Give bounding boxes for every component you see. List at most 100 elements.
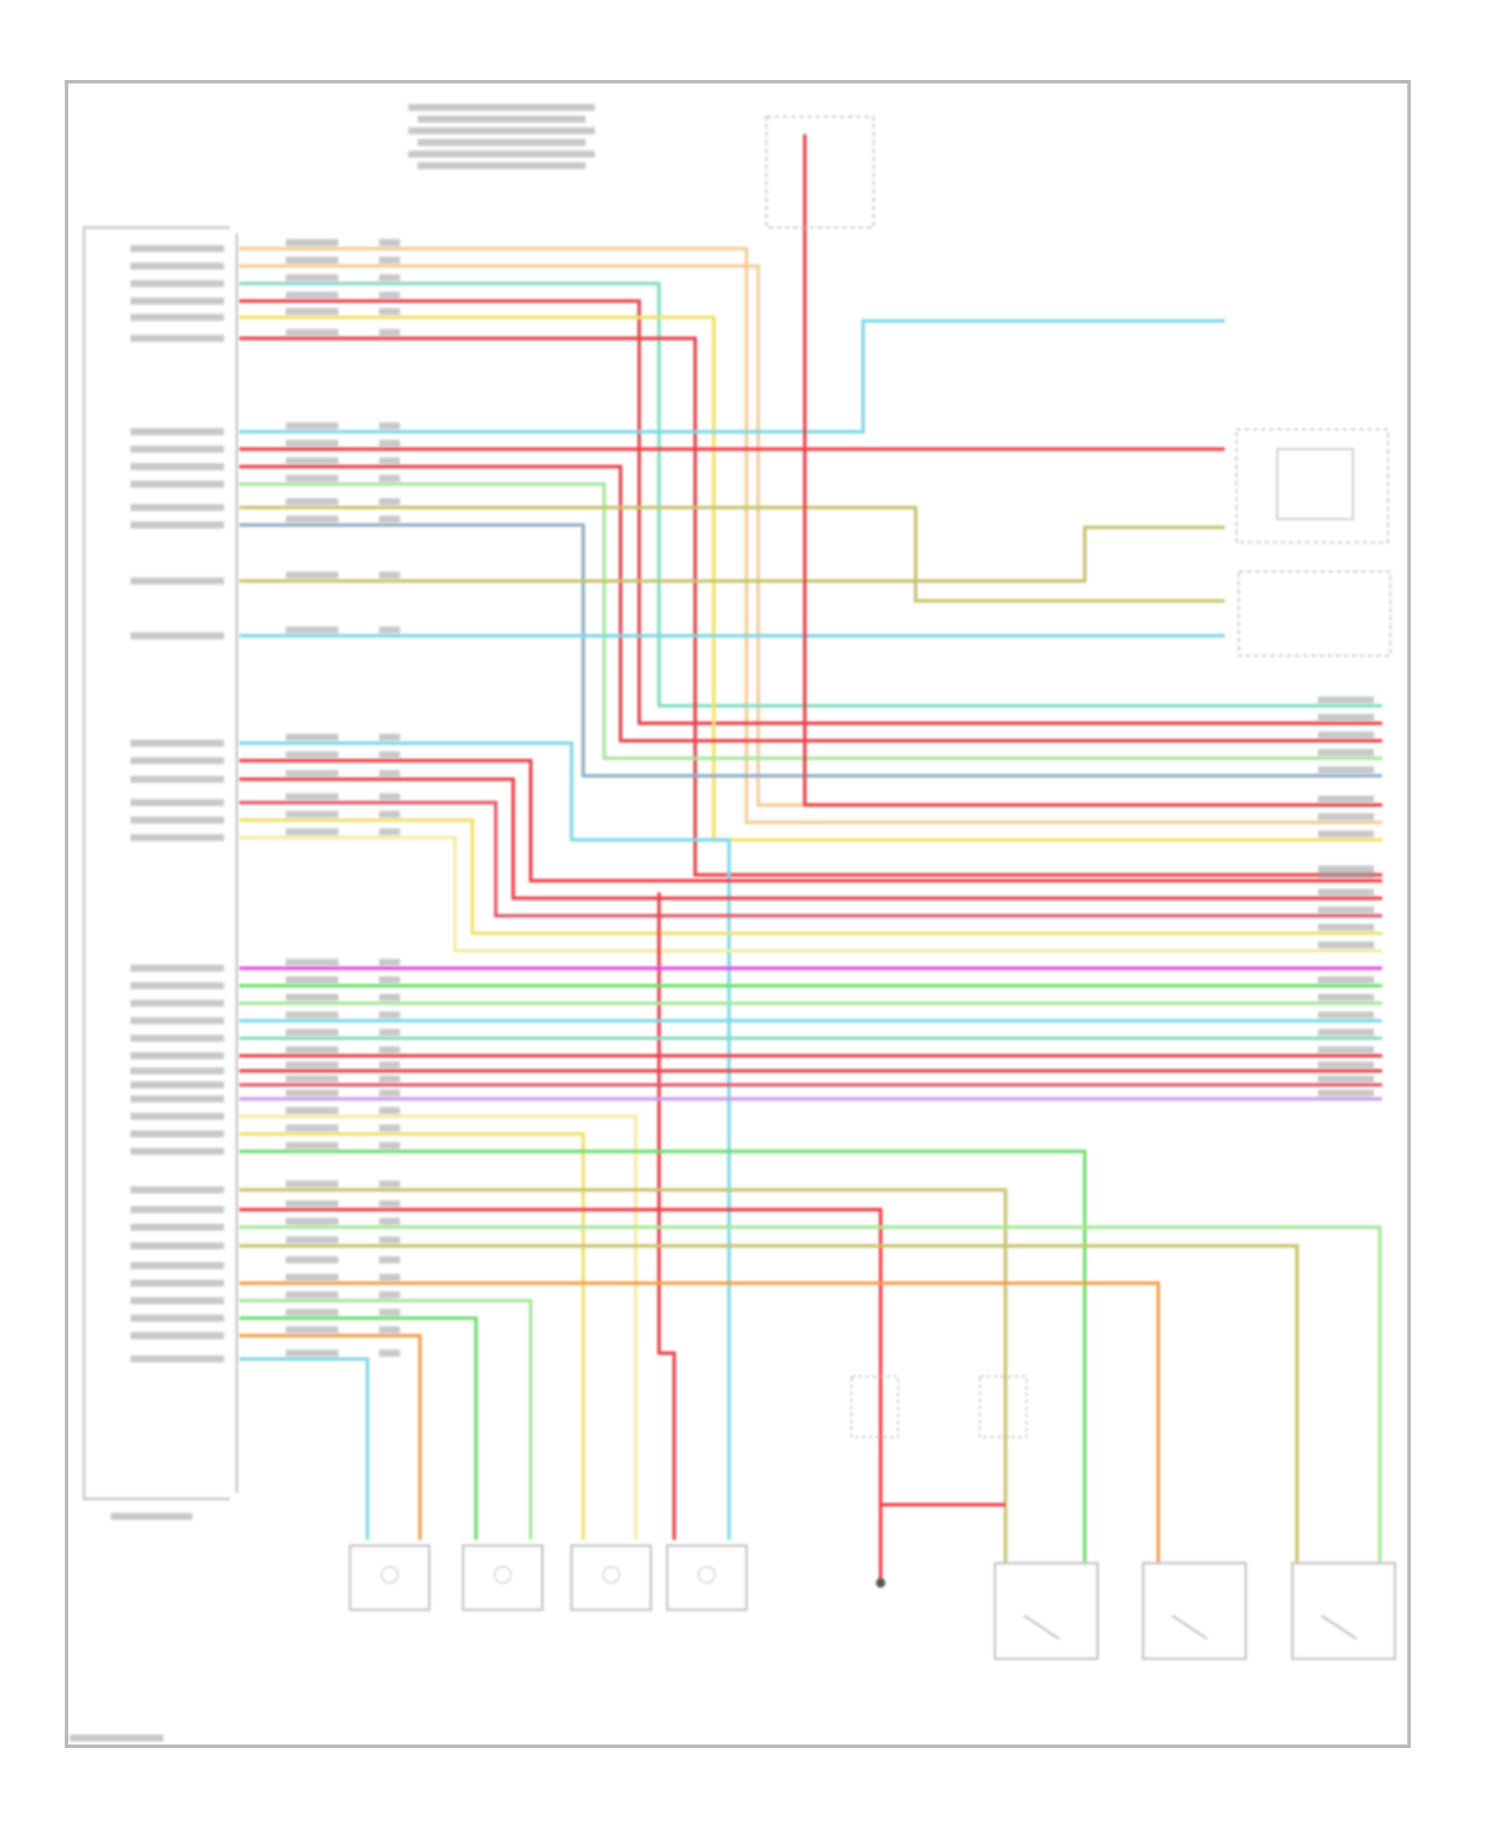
pin-function-label <box>130 964 224 972</box>
relay-1 <box>850 1375 900 1439</box>
circuit-number-label <box>379 1291 401 1299</box>
wire-color-label <box>285 626 339 634</box>
wire-color-label <box>285 1107 339 1115</box>
wire-color-label <box>285 1349 339 1357</box>
pin-function-label <box>130 1297 224 1305</box>
title-note-line <box>408 103 595 111</box>
control-module-outline <box>82 226 230 1501</box>
pin-function-label <box>130 775 224 783</box>
relay-2 <box>978 1375 1028 1439</box>
pin-function-label <box>130 504 224 512</box>
wire-yellow <box>239 818 1383 935</box>
pin-function-label <box>130 632 224 640</box>
sensor-element-icon <box>493 1566 512 1584</box>
pin-function-label <box>130 1206 224 1214</box>
wire-red <box>239 777 1383 901</box>
pin-function-label <box>130 799 224 807</box>
connector-wire-label <box>1318 906 1375 914</box>
pin-function-label <box>130 1242 224 1250</box>
pin-function-label <box>130 521 224 529</box>
circuit-number-label <box>379 1075 401 1083</box>
pin-function-label <box>130 1355 224 1363</box>
wire-blue_gray <box>239 523 1383 778</box>
wire-color-label <box>285 1046 339 1054</box>
wire-color-label <box>285 1200 339 1208</box>
wire-pink_red <box>239 800 1383 918</box>
wire-orange <box>239 1281 1160 1564</box>
diagram-frame <box>64 80 1411 1748</box>
pin-function-label <box>130 1067 224 1075</box>
circuit-number-label <box>379 751 401 759</box>
pin-function-label <box>130 1052 224 1060</box>
pin-function-label <box>130 1034 224 1042</box>
wire-light_green <box>239 1225 1382 1564</box>
sensor-3 <box>570 1544 653 1611</box>
connector-wire-label <box>1318 1075 1375 1083</box>
pin-function-label <box>130 816 224 824</box>
wire-color-label <box>285 439 339 447</box>
wire-color-label <box>285 751 339 759</box>
wire-green <box>239 1316 478 1540</box>
wires <box>239 134 1383 1581</box>
connector-wire-label <box>1318 713 1375 721</box>
outer-frame <box>64 80 1411 1748</box>
wire-red <box>239 299 1383 726</box>
connector-wire-label <box>1318 1089 1375 1097</box>
wire-olive <box>239 1244 1299 1564</box>
pin-function-label <box>130 262 224 270</box>
wire-color-label <box>285 1028 339 1036</box>
wire-color-label <box>285 810 339 818</box>
circuit-number-label <box>379 474 401 482</box>
wire-color-label <box>285 1308 339 1316</box>
circuit-number-label <box>379 291 401 299</box>
pin-function-label <box>130 577 224 585</box>
circuit-number-label <box>379 308 401 316</box>
wire-color-label <box>285 1273 339 1281</box>
module-name-label <box>110 1512 193 1520</box>
wire-color-label <box>285 256 339 264</box>
wire-color-label <box>285 1236 339 1244</box>
wire-color-label <box>285 422 339 430</box>
circuit-number-label <box>379 1142 401 1150</box>
circuit-number-label <box>379 1273 401 1281</box>
pin-function-label <box>130 313 224 321</box>
wire-cyan <box>239 1357 370 1540</box>
pin-function-label <box>130 280 224 288</box>
pin-function-label <box>130 1081 224 1089</box>
circuit-number-label <box>379 793 401 801</box>
connector-wire-label <box>1318 923 1375 931</box>
pin-function-label <box>130 1262 224 1270</box>
circuit-number-label <box>379 958 401 966</box>
wire-color-label <box>285 733 339 741</box>
wire-red <box>657 892 676 1540</box>
wire-red <box>239 758 1383 883</box>
circuit-number-label <box>379 274 401 282</box>
circuit-number-label <box>379 457 401 465</box>
pin-function-label <box>130 1130 224 1138</box>
pin-function-label <box>130 1017 224 1025</box>
pin-function-label <box>130 334 224 342</box>
title-note-line <box>417 138 586 146</box>
wire-cyan <box>239 319 1225 434</box>
circuit-number-label <box>379 1200 401 1208</box>
wire-color-label <box>285 1217 339 1225</box>
circuit-number-label <box>379 256 401 264</box>
wire-light_green <box>239 1298 533 1540</box>
connector-wire-label <box>1318 1061 1375 1069</box>
pin-function-label <box>130 1095 224 1103</box>
wire-color-label <box>285 498 339 506</box>
wire-color-label <box>285 1089 339 1097</box>
wire-color-label <box>285 1256 339 1264</box>
wire-color-label <box>285 793 339 801</box>
diagram-id-label <box>69 1734 164 1742</box>
circuit-number-label <box>379 1236 401 1244</box>
connector-wire-label <box>1318 941 1375 949</box>
pin-function-label <box>130 428 224 436</box>
sensor-element-icon <box>602 1566 620 1584</box>
sensor-box <box>1276 448 1354 521</box>
components <box>82 115 1397 1660</box>
wire-teal <box>239 281 1383 708</box>
wire-olive <box>239 525 1225 583</box>
circuit-number-label <box>379 439 401 447</box>
